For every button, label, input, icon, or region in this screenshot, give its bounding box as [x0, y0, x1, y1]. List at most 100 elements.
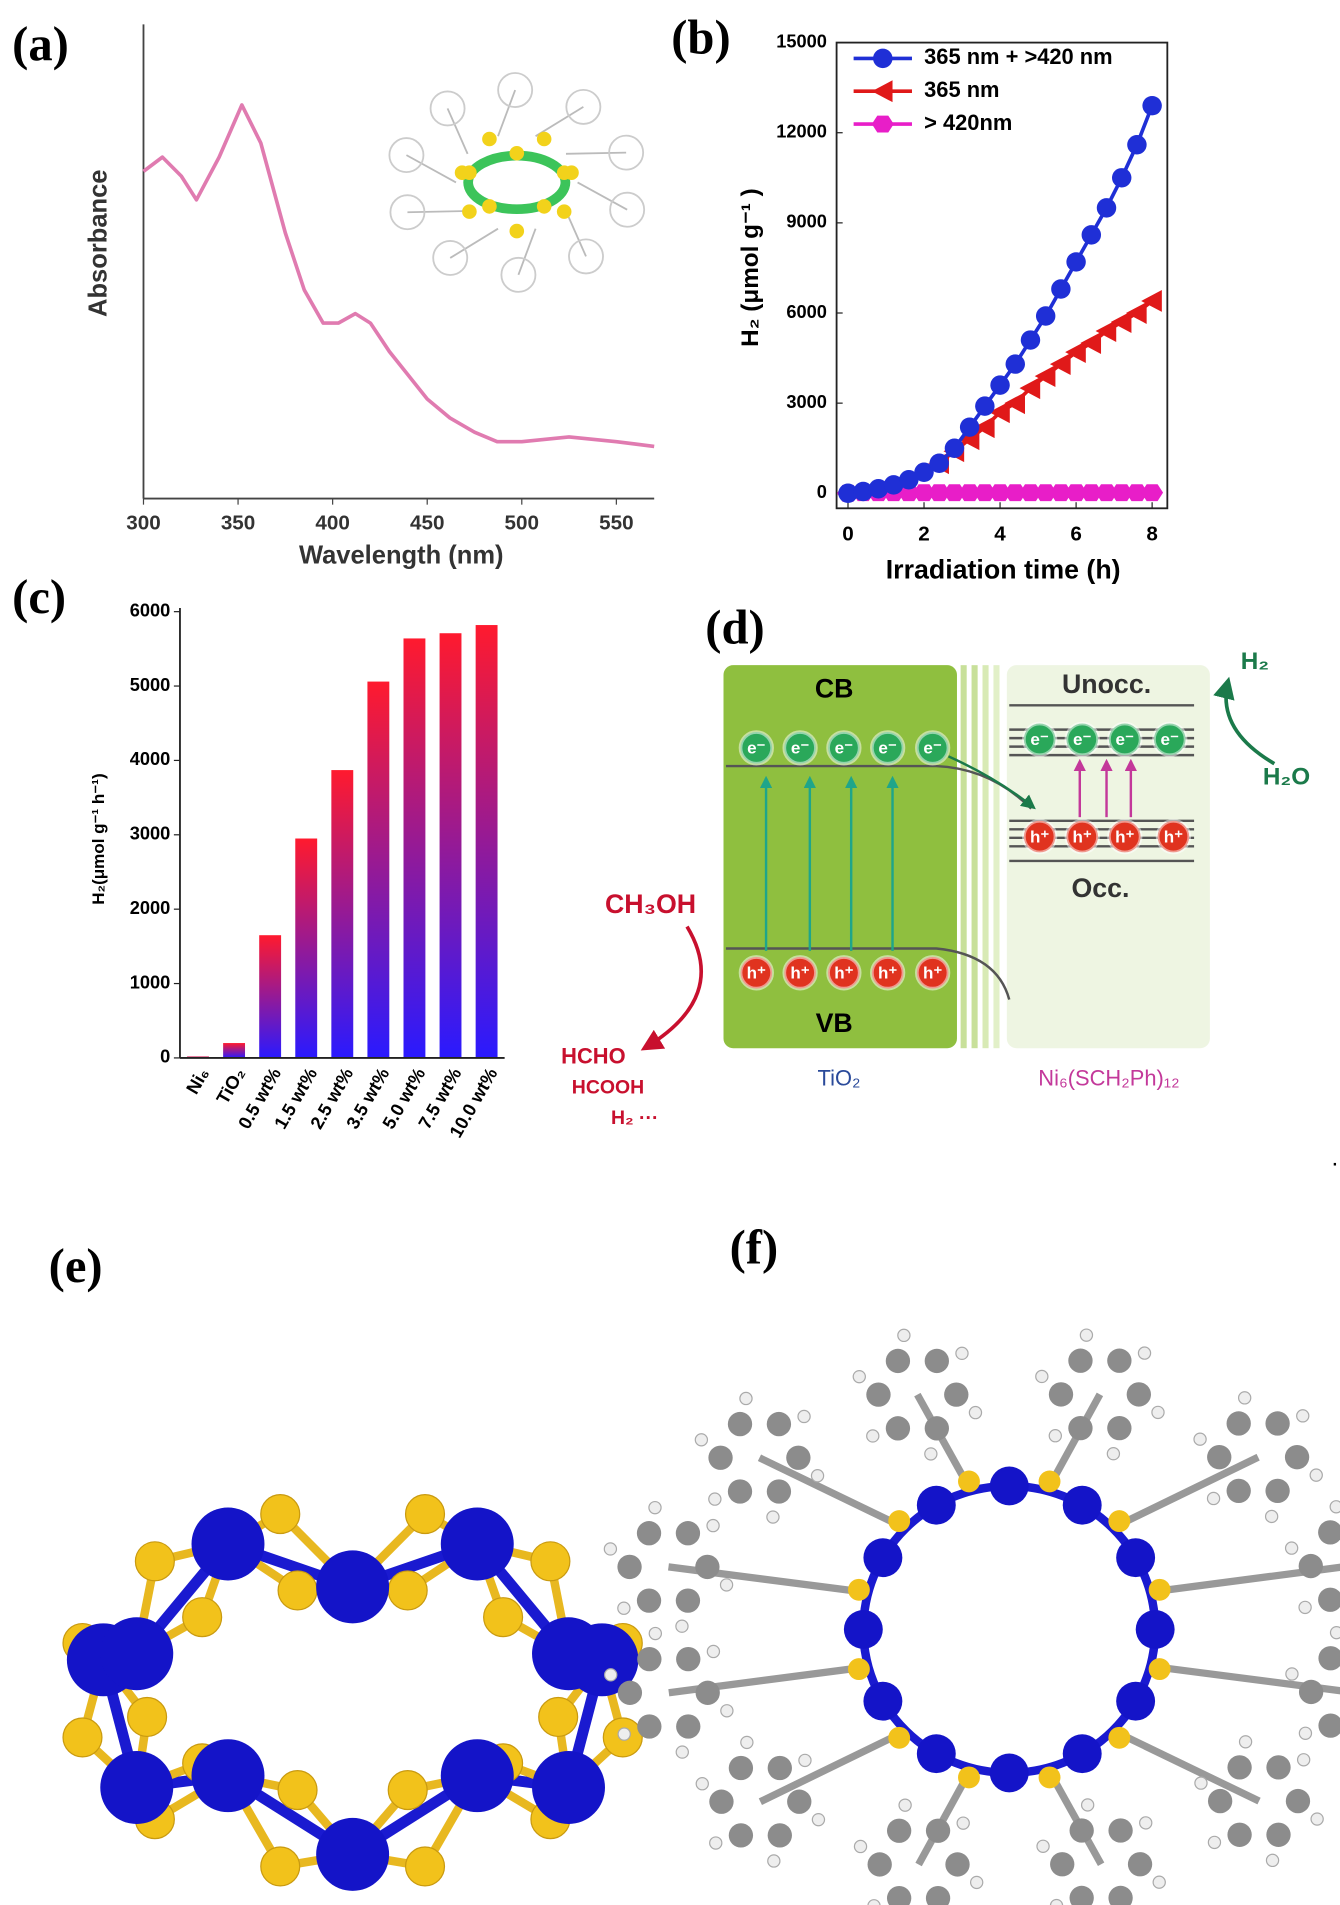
c-atom: [1284, 1444, 1310, 1470]
c-atom: [1108, 1885, 1133, 1905]
y-tick-label: 6000: [130, 599, 171, 620]
carrier: [870, 955, 906, 991]
stripe: [960, 665, 967, 1049]
ni-atom: [989, 1466, 1029, 1506]
h-atom: [1151, 1405, 1165, 1420]
marker: [1110, 484, 1133, 502]
carrier-label: e⁻: [747, 739, 765, 758]
carrier-label: e⁻: [878, 739, 896, 758]
carrier-label: e⁻: [1161, 730, 1179, 749]
marker: [868, 479, 889, 499]
y-axis-label: H₂(μmol g⁻¹ h⁻¹): [89, 773, 108, 904]
h-atom: [867, 1899, 881, 1905]
carrier: [1064, 818, 1100, 855]
water-arrow: [1213, 676, 1276, 766]
c-atom: [1226, 1478, 1251, 1504]
c-atom: [636, 1588, 662, 1613]
y-tick-label: 0: [160, 1046, 170, 1067]
y-tick-label: 5000: [130, 674, 171, 695]
marker: [1125, 302, 1147, 324]
ni-atom: [532, 1751, 605, 1824]
bar: [367, 681, 390, 1058]
carrier: [1155, 818, 1192, 855]
s-atom: [538, 1696, 579, 1738]
h-atom: [898, 1798, 912, 1812]
ligand-bond: [1045, 1768, 1105, 1866]
carrier: [738, 730, 774, 766]
c-atom: [675, 1588, 701, 1613]
marker: [990, 375, 1010, 395]
ligand-ring: [388, 137, 425, 174]
s-atom: [387, 1770, 428, 1811]
s-atom: [62, 1717, 103, 1758]
ligand: [497, 89, 517, 137]
c-atom: [766, 1411, 792, 1437]
s-atom: [1148, 1658, 1171, 1681]
c-atom: [1207, 1788, 1233, 1814]
c-atom: [695, 1554, 720, 1580]
marker: [973, 484, 996, 502]
s-atom: [888, 1510, 911, 1533]
hcooh-label: HCOOH: [572, 1076, 644, 1098]
ligand-bond: [914, 1392, 973, 1491]
x-axis-label: Irradiation time (h): [886, 555, 1121, 585]
bar: [295, 838, 318, 1058]
h-atom: [740, 1735, 754, 1750]
plot-frame: [835, 41, 1169, 510]
y-tick-label: 6000: [786, 301, 827, 322]
marker: [1066, 252, 1086, 272]
carrier: [915, 955, 951, 991]
h-atom: [1298, 1726, 1313, 1740]
s-atom: [483, 1597, 524, 1638]
ni-atom: [1062, 1485, 1102, 1525]
marker: [897, 484, 920, 502]
carrier: [1064, 721, 1100, 757]
carrier-label: h⁺: [1030, 827, 1049, 846]
carrier: [826, 730, 862, 766]
s-atom: [1148, 1578, 1171, 1601]
h-atom: [797, 1409, 811, 1424]
s-atom: [847, 1658, 870, 1681]
bar: [331, 770, 354, 1058]
ni-ring: [859, 1481, 1160, 1778]
marker: [871, 115, 894, 133]
carrier-label: e⁻: [791, 739, 809, 758]
marker: [928, 484, 951, 502]
s-atom: [482, 199, 497, 214]
c-atom: [885, 1416, 911, 1441]
absorbance-line: [142, 103, 655, 449]
marker: [973, 416, 995, 439]
c-atom: [637, 1646, 662, 1672]
c-atom: [1069, 1818, 1094, 1843]
s-atom: [260, 1846, 301, 1887]
ligand-ring: [565, 88, 602, 125]
x-tick-label: 550: [599, 512, 633, 535]
s-atom: [1038, 1766, 1061, 1789]
marker: [1095, 320, 1117, 342]
h-atom: [1265, 1853, 1280, 1868]
c-atom: [1126, 1382, 1151, 1407]
c-atom: [1285, 1788, 1311, 1814]
s-atom: [556, 204, 572, 219]
c-atom: [767, 1823, 792, 1848]
h-atom: [1152, 1875, 1166, 1889]
marker: [1004, 392, 1025, 415]
ni-atom: [843, 1609, 883, 1649]
marker: [1065, 484, 1088, 502]
bar: [403, 638, 426, 1058]
carrier: [915, 730, 951, 766]
ligand: [407, 210, 468, 214]
panel-label: (b): [671, 11, 730, 65]
ni-atom: [1135, 1609, 1175, 1649]
marker: [1141, 290, 1162, 312]
marker: [871, 80, 893, 103]
marker: [1141, 484, 1164, 502]
h2-label: H₂: [1241, 648, 1269, 675]
ligand: [565, 210, 587, 257]
marker: [989, 401, 1010, 424]
ni-atom: [1062, 1734, 1102, 1774]
marker: [899, 470, 919, 490]
h-atom: [675, 1745, 689, 1759]
carrier-label: e⁻: [835, 739, 853, 758]
